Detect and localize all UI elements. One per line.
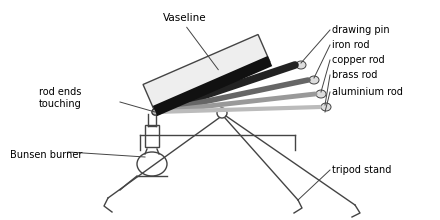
Text: aluminium rod: aluminium rod [332, 87, 403, 97]
Ellipse shape [321, 103, 331, 111]
Polygon shape [143, 35, 270, 112]
Ellipse shape [309, 76, 319, 84]
Text: Vaseline: Vaseline [163, 13, 207, 23]
Text: rod ends
touching: rod ends touching [39, 87, 81, 109]
Text: copper rod: copper rod [332, 55, 385, 65]
FancyBboxPatch shape [145, 125, 159, 147]
Text: drawing pin: drawing pin [332, 25, 390, 35]
Text: brass rod: brass rod [332, 70, 378, 80]
Ellipse shape [316, 90, 326, 98]
Text: Bunsen burner: Bunsen burner [10, 150, 82, 160]
Ellipse shape [296, 61, 306, 69]
Text: tripod stand: tripod stand [332, 165, 391, 175]
Text: iron rod: iron rod [332, 40, 370, 50]
